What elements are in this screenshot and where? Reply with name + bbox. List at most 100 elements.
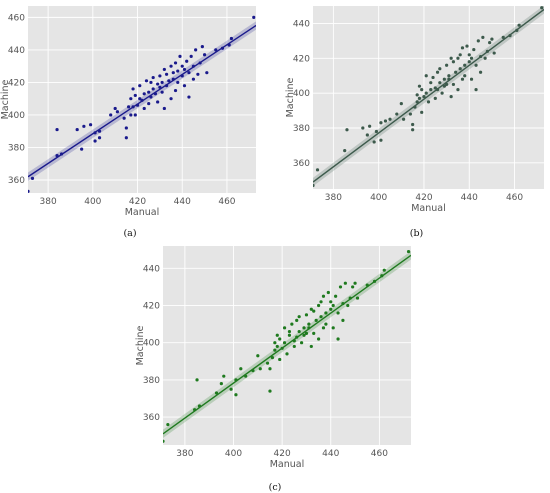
data-point [429, 88, 433, 92]
x-tick-label: 440 [322, 449, 339, 459]
x-tick-label: 400 [370, 193, 387, 203]
data-point [313, 183, 315, 188]
y-tick-label: 380 [143, 376, 160, 386]
data-point [383, 119, 388, 123]
data-point [309, 307, 313, 311]
data-point [169, 97, 173, 101]
data-point [433, 96, 437, 100]
data-point [135, 103, 140, 107]
data-point [278, 357, 282, 362]
data-point [55, 127, 59, 132]
x-tick-label: 380 [40, 197, 57, 207]
data-point [454, 70, 458, 74]
data-point [187, 95, 191, 99]
data-point [353, 281, 357, 285]
data-point [282, 326, 287, 330]
data-point [324, 311, 328, 315]
data-point [365, 133, 369, 137]
data-point [191, 77, 196, 81]
data-point [399, 102, 403, 106]
x-tick-label: 400 [225, 449, 242, 459]
data-point [163, 439, 165, 443]
data-point [343, 149, 347, 153]
data-point [424, 91, 428, 95]
data-point [156, 100, 160, 104]
data-point [162, 106, 166, 111]
data-point [131, 87, 135, 91]
data-point [285, 352, 289, 356]
data-point [180, 64, 184, 68]
data-point [304, 331, 309, 336]
data-point [321, 294, 326, 298]
data-point [93, 131, 97, 135]
data-point [449, 56, 453, 60]
data-point [138, 84, 142, 88]
data-point [341, 302, 345, 306]
data-point [197, 404, 202, 408]
data-point [355, 296, 360, 300]
data-point [149, 80, 153, 85]
regression-line [163, 254, 411, 435]
data-point [156, 82, 160, 86]
data-point [469, 56, 474, 60]
data-point [93, 139, 97, 143]
y-tick-label: 420 [8, 78, 25, 88]
data-point [229, 387, 233, 391]
y-tick-label: 380 [8, 143, 25, 153]
data-point [474, 63, 478, 67]
data-point [348, 296, 352, 300]
data-point [153, 92, 158, 96]
data-point [372, 140, 376, 144]
data-point [388, 117, 392, 121]
x-tick-label: 380 [176, 449, 193, 459]
panel-label: (c) [269, 482, 282, 493]
data-point [331, 303, 335, 308]
data-point [292, 339, 296, 343]
y-tick-label: 440 [293, 19, 310, 29]
y-axis-label: Machine [135, 325, 146, 365]
data-point [227, 43, 231, 47]
regression-line [313, 8, 544, 183]
data-point [297, 329, 301, 334]
data-point [234, 393, 238, 397]
panel-label: (a) [123, 228, 136, 239]
data-point [374, 129, 379, 134]
data-point [365, 283, 369, 287]
data-point [30, 176, 35, 180]
data-point [200, 45, 204, 49]
data-point [234, 378, 238, 382]
data-point [113, 106, 117, 111]
x-tick-label: 460 [371, 449, 388, 459]
data-point [478, 70, 483, 74]
data-point [219, 382, 223, 386]
data-point [401, 117, 406, 121]
data-point [317, 337, 321, 341]
data-point [431, 75, 435, 80]
panel-a: 380 400 420 440 460 360 380 400 420 440 460 Manual M… [0, 6, 256, 239]
data-point [158, 85, 162, 89]
data-point [380, 274, 384, 278]
data-point [142, 106, 146, 111]
data-point [379, 121, 383, 125]
data-point [415, 100, 419, 104]
data-point [476, 39, 480, 43]
data-point [147, 101, 151, 106]
data-point [124, 136, 128, 140]
data-point [326, 290, 330, 295]
data-point [307, 322, 311, 326]
data-point [429, 81, 433, 85]
data-point [379, 138, 383, 142]
data-layer [163, 249, 411, 443]
data-point [451, 60, 456, 64]
data-point [162, 67, 166, 72]
data-point [126, 105, 131, 109]
data-point [140, 98, 144, 102]
data-point [297, 315, 301, 319]
x-tick-label: 420 [274, 449, 291, 459]
data-point [198, 61, 202, 65]
data-point [351, 285, 355, 289]
data-point [442, 77, 446, 81]
data-point [229, 36, 234, 41]
data-point [196, 72, 200, 76]
data-point [222, 374, 226, 378]
